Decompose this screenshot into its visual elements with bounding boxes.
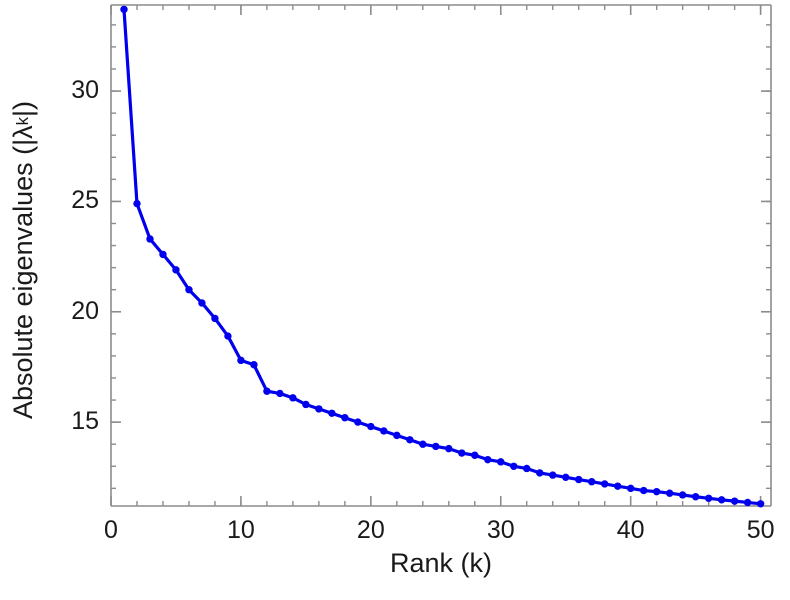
y-tick-label: 20 bbox=[71, 296, 99, 325]
data-point-markers bbox=[120, 5, 765, 508]
x-axis-label: Rank (k) bbox=[389, 548, 492, 578]
eigenvalue-line bbox=[122, 7, 763, 506]
x-tick-label: 30 bbox=[486, 516, 515, 544]
x-tick-label: 10 bbox=[227, 516, 255, 544]
y-tick-label: 15 bbox=[71, 407, 99, 436]
x-tick-label: 50 bbox=[746, 516, 775, 544]
axes bbox=[110, 4, 772, 507]
x-tick-label: 40 bbox=[616, 516, 645, 544]
tick-marks bbox=[110, 5, 771, 506]
y-tick-label: 30 bbox=[71, 76, 99, 105]
y-tick-label: 25 bbox=[71, 186, 99, 215]
x-tick-label: 0 bbox=[104, 516, 118, 544]
x-tick-label: 20 bbox=[356, 516, 385, 544]
